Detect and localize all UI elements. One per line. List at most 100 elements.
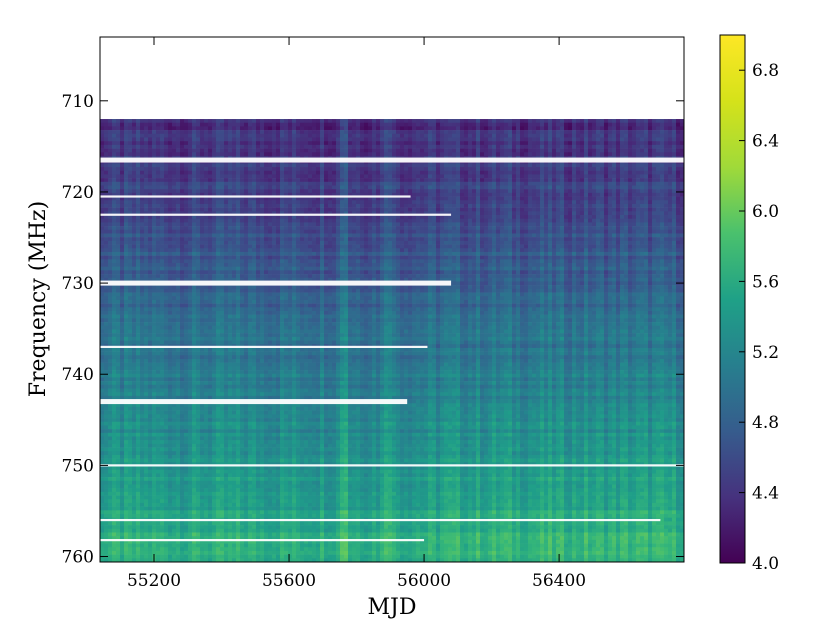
heatmap-cell (204, 181, 209, 186)
heatmap-cell (224, 144, 229, 149)
heatmap-cell (668, 203, 673, 208)
heatmap-cell (532, 200, 537, 205)
heatmap-cell (412, 119, 417, 124)
heatmap-cell (188, 130, 193, 135)
heatmap-cell (408, 119, 413, 124)
heatmap-cell (508, 237, 513, 242)
heatmap-cell (364, 141, 369, 146)
heatmap-cell (504, 240, 509, 245)
heatmap-cell (272, 222, 277, 227)
heatmap-cell (224, 192, 229, 197)
heatmap-cell (664, 196, 669, 201)
heatmap-cell (636, 189, 641, 194)
heatmap-cell (160, 126, 165, 131)
heatmap-cell (360, 126, 365, 131)
heatmap-cell (292, 170, 297, 175)
heatmap-cell (400, 192, 405, 197)
heatmap-cell (340, 211, 345, 216)
heatmap-cell (424, 200, 429, 205)
heatmap-cell (376, 240, 381, 245)
heatmap-cell (340, 126, 345, 131)
heatmap-cell (360, 141, 365, 146)
heatmap-cell (288, 152, 293, 157)
heatmap-cell (140, 152, 145, 157)
heatmap-cell (496, 222, 501, 227)
heatmap-cell (516, 196, 521, 201)
heatmap-cell (232, 122, 237, 127)
heatmap-cell (260, 144, 265, 149)
heatmap-cell (460, 144, 465, 149)
heatmap-cell (212, 237, 217, 242)
heatmap-cell (148, 119, 153, 124)
heatmap-cell (592, 200, 597, 205)
heatmap-cell (540, 192, 545, 197)
heatmap-cell (404, 144, 409, 149)
heatmap-cell (192, 211, 197, 216)
heatmap-cell (572, 233, 577, 238)
heatmap-cell (532, 192, 537, 197)
heatmap-cell (184, 148, 189, 153)
heatmap-cell (472, 163, 477, 168)
heatmap-cell (280, 130, 285, 135)
heatmap-cell (136, 119, 141, 124)
heatmap-cell (120, 152, 125, 157)
heatmap-cell (188, 119, 193, 124)
heatmap-cell (644, 218, 649, 223)
heatmap-cell (572, 211, 577, 216)
heatmap-cell (220, 174, 225, 179)
heatmap-cell (236, 233, 241, 238)
heatmap-cell (160, 192, 165, 197)
heatmap-cell (104, 192, 109, 197)
heatmap-cell (580, 133, 585, 138)
heatmap-cell (592, 237, 597, 242)
heatmap-cell (112, 222, 117, 227)
heatmap-cell (552, 119, 557, 124)
heatmap-cell (628, 218, 633, 223)
heatmap-cell (500, 178, 505, 183)
heatmap-cell (116, 163, 121, 168)
heatmap-cell (272, 152, 277, 157)
heatmap-cell (168, 144, 173, 149)
heatmap-cell (228, 137, 233, 142)
heatmap-cell (372, 237, 377, 242)
heatmap-cell (364, 218, 369, 223)
heatmap-cell (560, 211, 565, 216)
heatmap-cell (404, 200, 409, 205)
heatmap-cell (288, 222, 293, 227)
heatmap-cell (248, 200, 253, 205)
heatmap-cell (452, 185, 457, 190)
heatmap-cell (428, 122, 433, 127)
heatmap-cell (548, 119, 553, 124)
heatmap-cell (580, 207, 585, 212)
heatmap-cell (516, 226, 521, 231)
heatmap-cell (448, 196, 453, 201)
heatmap-cell (416, 167, 421, 172)
heatmap-cell (400, 137, 405, 142)
heatmap-cell (508, 133, 513, 138)
heatmap-cell (560, 137, 565, 142)
heatmap-cell (680, 240, 685, 245)
heatmap-cell (536, 226, 541, 231)
heatmap-cell (292, 218, 297, 223)
heatmap-cell (396, 222, 401, 227)
heatmap-cell (204, 192, 209, 197)
heatmap-cell (320, 207, 325, 212)
heatmap-cell (112, 207, 117, 212)
heatmap-cell (436, 130, 441, 135)
heatmap-cell (472, 178, 477, 183)
heatmap-cell (236, 185, 241, 190)
heatmap-cell (136, 170, 141, 175)
heatmap-cell (196, 148, 201, 153)
heatmap-cell (252, 196, 257, 201)
heatmap-cell (236, 141, 241, 146)
heatmap-cell (360, 237, 365, 242)
heatmap-cell (396, 119, 401, 124)
heatmap-cell (452, 181, 457, 186)
heatmap-cell (480, 137, 485, 142)
heatmap-cell (428, 211, 433, 216)
heatmap-cell (188, 163, 193, 168)
heatmap-cell (272, 126, 277, 131)
heatmap-cell (284, 200, 289, 205)
heatmap-cell (348, 207, 353, 212)
heatmap-cell (312, 170, 317, 175)
